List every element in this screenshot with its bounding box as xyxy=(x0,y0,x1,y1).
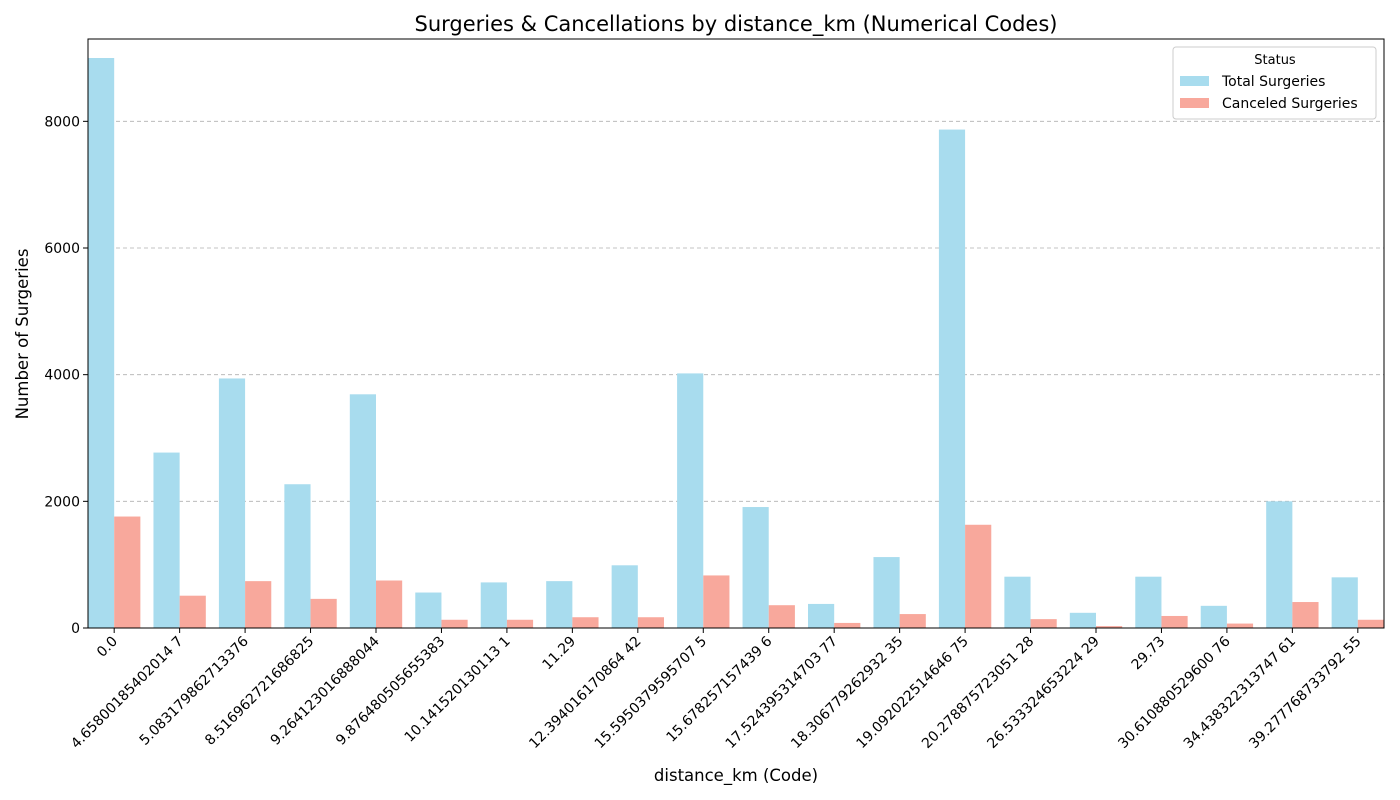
bar-total-surgeries xyxy=(349,394,376,628)
bar-total-surgeries xyxy=(938,129,966,629)
y-tick-label: 8000 xyxy=(44,114,80,130)
y-axis-label: Number of Surgeries xyxy=(13,249,32,420)
bar-canceled-surgeries xyxy=(376,580,403,628)
bar-canceled-surgeries xyxy=(441,619,468,628)
bar-total-surgeries xyxy=(1004,576,1031,628)
bar-canceled-surgeries xyxy=(1030,619,1057,628)
x-tick-label: 34.438322313747 61 xyxy=(1181,634,1299,752)
x-tick-label: 5.083179862713376 xyxy=(137,633,252,748)
bar-total-surgeries xyxy=(1069,612,1096,628)
bar-canceled-surgeries xyxy=(1096,626,1123,628)
bar-total-surgeries xyxy=(1135,576,1162,628)
legend-title: Status xyxy=(1254,53,1296,68)
bar-total-surgeries xyxy=(153,452,180,628)
bar-total-surgeries xyxy=(480,582,507,628)
bar-canceled-surgeries xyxy=(310,598,337,628)
bar-canceled-surgeries xyxy=(965,524,992,628)
bar-total-surgeries xyxy=(546,581,573,628)
bar-total-surgeries xyxy=(284,484,311,628)
x-tick-label: 30.610880529600 76 xyxy=(1115,633,1233,751)
x-tick-label: 4.65800185402014 7 xyxy=(68,634,186,752)
x-tick-label: 8.516962721686825 xyxy=(202,634,317,749)
x-tick-label: 15.5950379595707 5 xyxy=(592,634,710,752)
bar-canceled-surgeries xyxy=(899,614,926,628)
bar-total-surgeries xyxy=(415,592,442,628)
bar-total-surgeries xyxy=(1200,605,1227,628)
x-tick-label: 10.141520130113 1 xyxy=(402,634,514,746)
bar-total-surgeries xyxy=(742,507,769,628)
bar-canceled-surgeries xyxy=(572,617,599,628)
legend-label-total-surgeries: Total Surgeries xyxy=(1221,74,1325,90)
bar-canceled-surgeries xyxy=(1226,623,1254,628)
x-axis: 0.04.65800185402014 75.0831798627133768.… xyxy=(68,628,1365,752)
legend: Status Total Surgeries Canceled Surgerie… xyxy=(1172,46,1377,120)
y-tick-label: 0 xyxy=(71,621,80,637)
x-tick-label: 17.524395314703 77 xyxy=(723,634,841,752)
x-tick-label: 9.876480505655383 xyxy=(333,634,448,749)
x-tick-label: 39.277768733792 55 xyxy=(1246,634,1364,752)
bar-canceled-surgeries xyxy=(768,605,795,628)
bar-canceled-surgeries xyxy=(245,581,272,628)
bar-canceled-surgeries xyxy=(114,516,141,628)
x-tick-label: 0.0 xyxy=(94,634,121,661)
y-tick-label: 6000 xyxy=(44,241,80,257)
x-axis-label: distance_km (Code) xyxy=(654,766,818,786)
bar-canceled-surgeries xyxy=(1161,615,1188,628)
bar-total-surgeries xyxy=(218,378,246,628)
legend-box xyxy=(1172,46,1377,120)
x-tick-label: 9.264123016888044 xyxy=(268,633,383,748)
bar-total-surgeries xyxy=(1331,577,1358,628)
x-tick-label: 11.29 xyxy=(540,634,580,674)
bar-total-surgeries xyxy=(611,565,638,628)
x-tick-label: 26.533324653224 29 xyxy=(984,634,1102,752)
bar-total-surgeries xyxy=(873,557,900,628)
x-tick-label: 29.73 xyxy=(1129,634,1169,674)
x-tick-label: 15.678257157439 6 xyxy=(663,633,775,745)
bar-total-surgeries xyxy=(808,603,835,628)
legend-swatch-canceled-surgeries xyxy=(1180,98,1209,108)
bar-total-surgeries xyxy=(88,58,115,628)
x-tick-label: 18.306779262932 35 xyxy=(788,634,906,752)
bar-canceled-surgeries xyxy=(506,619,534,628)
x-tick-label: 19.092022514646 75 xyxy=(854,634,972,752)
bars xyxy=(88,58,1384,629)
chart-title: Surgeries & Cancellations by distance_km… xyxy=(415,12,1058,37)
y-tick-label: 2000 xyxy=(44,494,80,510)
plot-area-frame xyxy=(87,38,1385,629)
bar-canceled-surgeries xyxy=(1357,619,1384,628)
x-tick-label: 20.278875723051 28 xyxy=(919,634,1037,752)
bar-canceled-surgeries xyxy=(703,575,730,628)
bar-total-surgeries xyxy=(677,373,704,628)
legend-swatch-total-surgeries xyxy=(1180,76,1209,86)
y-tick-label: 4000 xyxy=(44,368,80,384)
bar-canceled-surgeries xyxy=(179,595,206,628)
bar-canceled-surgeries xyxy=(834,622,861,628)
y-axis: 0 2000 4000 6000 8000 xyxy=(44,114,88,637)
legend-label-canceled-surgeries: Canceled Surgeries xyxy=(1222,96,1358,112)
grid-lines xyxy=(88,120,1384,502)
bar-total-surgeries xyxy=(1266,501,1293,628)
bar-canceled-surgeries xyxy=(1292,602,1319,628)
bar-canceled-surgeries xyxy=(637,617,664,628)
x-tick-label: 12.394016170864 42 xyxy=(526,634,644,752)
